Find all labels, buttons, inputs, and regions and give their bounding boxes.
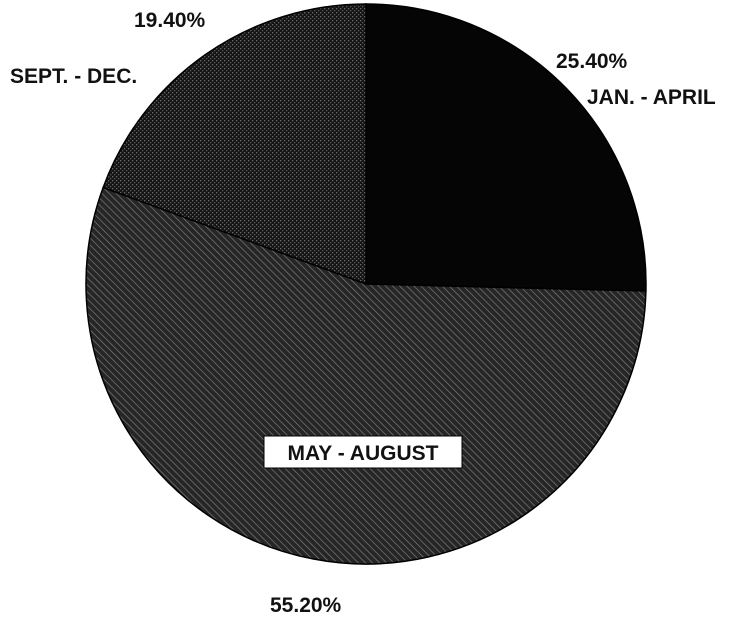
label-may-august-box [263,435,463,469]
label-jan-april-percent: 25.40% [556,50,628,73]
label-may-august: MAY - AUGUST [288,442,439,465]
pie-slice-may-august [85,186,647,565]
label-sept-dec: SEPT. - DEC. [10,65,137,88]
label-may-august-percent: 55.20% [270,594,342,617]
pie-slice-jan-april [365,3,647,292]
pie-slices [85,3,647,565]
pie-slice-sept-dec [102,3,367,286]
label-sept-dec-percent: 19.40% [134,9,206,32]
label-jan-april: JAN. - APRIL [587,86,716,109]
